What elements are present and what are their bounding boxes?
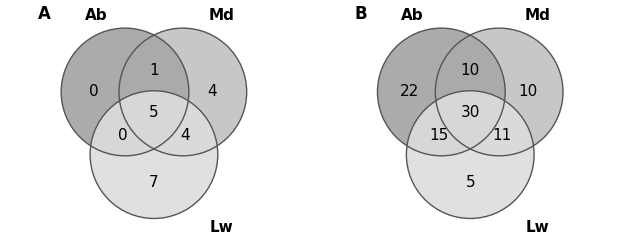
Text: 4: 4 bbox=[207, 84, 216, 99]
Text: 15: 15 bbox=[429, 127, 448, 142]
Text: 4: 4 bbox=[181, 127, 190, 142]
Text: 10: 10 bbox=[460, 62, 480, 77]
Text: 7: 7 bbox=[149, 174, 159, 189]
Text: Md: Md bbox=[525, 8, 550, 23]
Circle shape bbox=[377, 29, 505, 156]
Circle shape bbox=[406, 92, 534, 218]
Text: Lw: Lw bbox=[209, 220, 233, 234]
Text: B: B bbox=[355, 5, 367, 23]
Text: Ab: Ab bbox=[85, 8, 108, 23]
Circle shape bbox=[119, 29, 247, 156]
Text: 1: 1 bbox=[149, 62, 159, 77]
Text: 0: 0 bbox=[118, 127, 128, 142]
Text: 5: 5 bbox=[465, 174, 475, 189]
Text: 30: 30 bbox=[460, 104, 480, 119]
Text: 5: 5 bbox=[149, 104, 159, 119]
Text: 22: 22 bbox=[401, 84, 420, 99]
Circle shape bbox=[435, 29, 563, 156]
Text: 0: 0 bbox=[89, 84, 99, 99]
Text: 11: 11 bbox=[492, 127, 511, 142]
Text: A: A bbox=[38, 5, 51, 23]
Text: Lw: Lw bbox=[526, 220, 550, 234]
Circle shape bbox=[61, 29, 189, 156]
Text: Ab: Ab bbox=[401, 8, 424, 23]
Text: 10: 10 bbox=[518, 84, 538, 99]
Circle shape bbox=[90, 92, 218, 218]
Text: Md: Md bbox=[208, 8, 235, 23]
